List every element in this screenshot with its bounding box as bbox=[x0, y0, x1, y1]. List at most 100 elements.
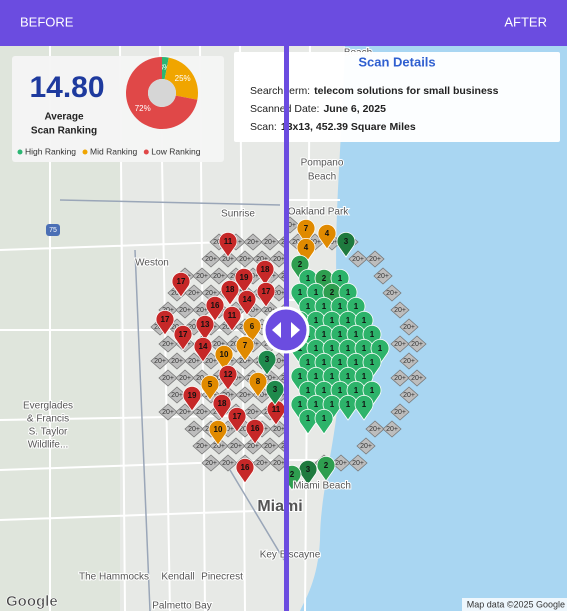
attribution-bg bbox=[462, 598, 567, 611]
marker-label: 20+ bbox=[386, 290, 398, 297]
pin-shape bbox=[296, 238, 316, 264]
unranked-marker: 20+ bbox=[192, 267, 212, 285]
unranked-marker: 20+ bbox=[218, 454, 238, 472]
unranked-marker: 20+ bbox=[284, 216, 300, 234]
marker-shape bbox=[277, 440, 284, 452]
pin-label: 7 bbox=[243, 341, 248, 350]
pin-label: 1 bbox=[354, 302, 359, 311]
pin-label: 1 bbox=[346, 372, 351, 381]
pin-label: 6 bbox=[250, 322, 255, 331]
unranked-marker: 20+ bbox=[167, 352, 187, 370]
pin-shape bbox=[346, 297, 366, 323]
map-label: Beach bbox=[308, 172, 336, 183]
pin-label: 1 bbox=[354, 386, 359, 395]
rank-pin: 13 bbox=[195, 315, 215, 341]
unranked-marker: 20+ bbox=[201, 454, 221, 472]
rank-pin: 1 bbox=[362, 381, 382, 407]
pin-label: 1 bbox=[306, 274, 311, 283]
pin-shape bbox=[296, 219, 316, 245]
rank-pin: 16 bbox=[235, 458, 255, 484]
pin-label: 2 bbox=[322, 274, 327, 283]
unranked-marker: 20+ bbox=[235, 250, 255, 268]
marker-shape bbox=[382, 420, 402, 438]
marker-shape bbox=[218, 454, 238, 472]
pin-shape bbox=[255, 260, 275, 286]
marker-shape bbox=[390, 301, 410, 319]
pin-shape bbox=[193, 337, 213, 363]
pin-label: 1 bbox=[346, 344, 351, 353]
unranked-marker: 20+ bbox=[331, 454, 351, 472]
marker-label: 20+ bbox=[256, 324, 268, 331]
marker-label: 20+ bbox=[292, 239, 304, 246]
marker-label: 20+ bbox=[352, 256, 364, 263]
marker-label: 20+ bbox=[247, 443, 259, 450]
divider-handle[interactable] bbox=[262, 306, 310, 354]
pin-shape bbox=[227, 407, 247, 433]
unranked-marker: 20+ bbox=[399, 318, 419, 336]
pin-label: 11 bbox=[224, 237, 233, 246]
pin-label: 1 bbox=[330, 316, 335, 325]
detail-key: Scan: bbox=[250, 121, 277, 133]
pin-shape bbox=[195, 315, 215, 341]
unranked-marker: 20+ bbox=[184, 420, 204, 438]
rank-pin: 3 bbox=[265, 380, 284, 406]
pin-label: 1 bbox=[314, 372, 319, 381]
marker-shape bbox=[218, 250, 238, 268]
pin-label: 1 bbox=[314, 400, 319, 409]
donut-slice bbox=[164, 57, 198, 100]
pin-shape bbox=[289, 465, 302, 491]
pin-label: 1 bbox=[338, 358, 343, 367]
marker-shape bbox=[226, 437, 246, 455]
pin-shape bbox=[208, 420, 228, 446]
rank-pin: 18 bbox=[220, 280, 240, 306]
marker-label: 20+ bbox=[352, 460, 364, 467]
marker-label: 20+ bbox=[256, 460, 268, 467]
marker-label: 20+ bbox=[171, 358, 183, 365]
rank-pin: 16 bbox=[245, 419, 265, 445]
pin-label: 1 bbox=[330, 372, 335, 381]
marker-label: 20+ bbox=[205, 358, 217, 365]
pin-label: 1 bbox=[314, 288, 319, 297]
unranked-marker: 20+ bbox=[209, 267, 229, 285]
map-label: The Hammocks bbox=[79, 572, 149, 583]
marker-shape bbox=[167, 352, 187, 370]
marker-label: 20+ bbox=[284, 222, 296, 229]
rank-pin: 7 bbox=[296, 219, 316, 245]
unranked-marker: 20+ bbox=[158, 403, 178, 421]
rank-pin: 8 bbox=[248, 372, 268, 398]
pin-label: 12 bbox=[224, 370, 233, 379]
marker-label: 20+ bbox=[171, 290, 183, 297]
rank-pin: 18 bbox=[255, 260, 275, 286]
marker-shape bbox=[277, 270, 284, 282]
rank-pin: 3 bbox=[336, 232, 356, 258]
legend-label: High Ranking bbox=[25, 146, 76, 156]
scan-details-card bbox=[234, 52, 560, 142]
pin-shape bbox=[212, 394, 232, 420]
scan-details-title: Scan Details bbox=[358, 54, 435, 69]
pin-label: 17 bbox=[161, 315, 170, 324]
rank-pin: 1 bbox=[330, 269, 350, 295]
marker-label: 20+ bbox=[196, 443, 208, 450]
pin-label: 3 bbox=[306, 465, 311, 474]
pin-label: 1 bbox=[306, 386, 311, 395]
pin-shape bbox=[235, 458, 255, 484]
unranked-marker: 20+ bbox=[365, 250, 385, 268]
detail-row: Search term: telecom solutions for small … bbox=[250, 85, 499, 97]
marker-label: 20+ bbox=[369, 426, 381, 433]
pin-shape bbox=[218, 365, 238, 391]
donut-label: 25% bbox=[175, 74, 191, 83]
marker-label: 20+ bbox=[162, 409, 174, 416]
marker-shape bbox=[175, 369, 195, 387]
unranked-marker: 20+ bbox=[277, 440, 284, 452]
map-label: Wildlife... bbox=[28, 440, 69, 451]
pin-shape bbox=[218, 232, 238, 258]
marker-label: 20+ bbox=[239, 426, 251, 433]
marker-shape bbox=[192, 403, 212, 421]
marker-label: 20+ bbox=[281, 375, 293, 382]
pin-shape bbox=[330, 269, 350, 295]
marker-label: 20+ bbox=[264, 443, 276, 450]
pin-label: 10 bbox=[220, 350, 229, 359]
marker-shape bbox=[269, 250, 284, 268]
